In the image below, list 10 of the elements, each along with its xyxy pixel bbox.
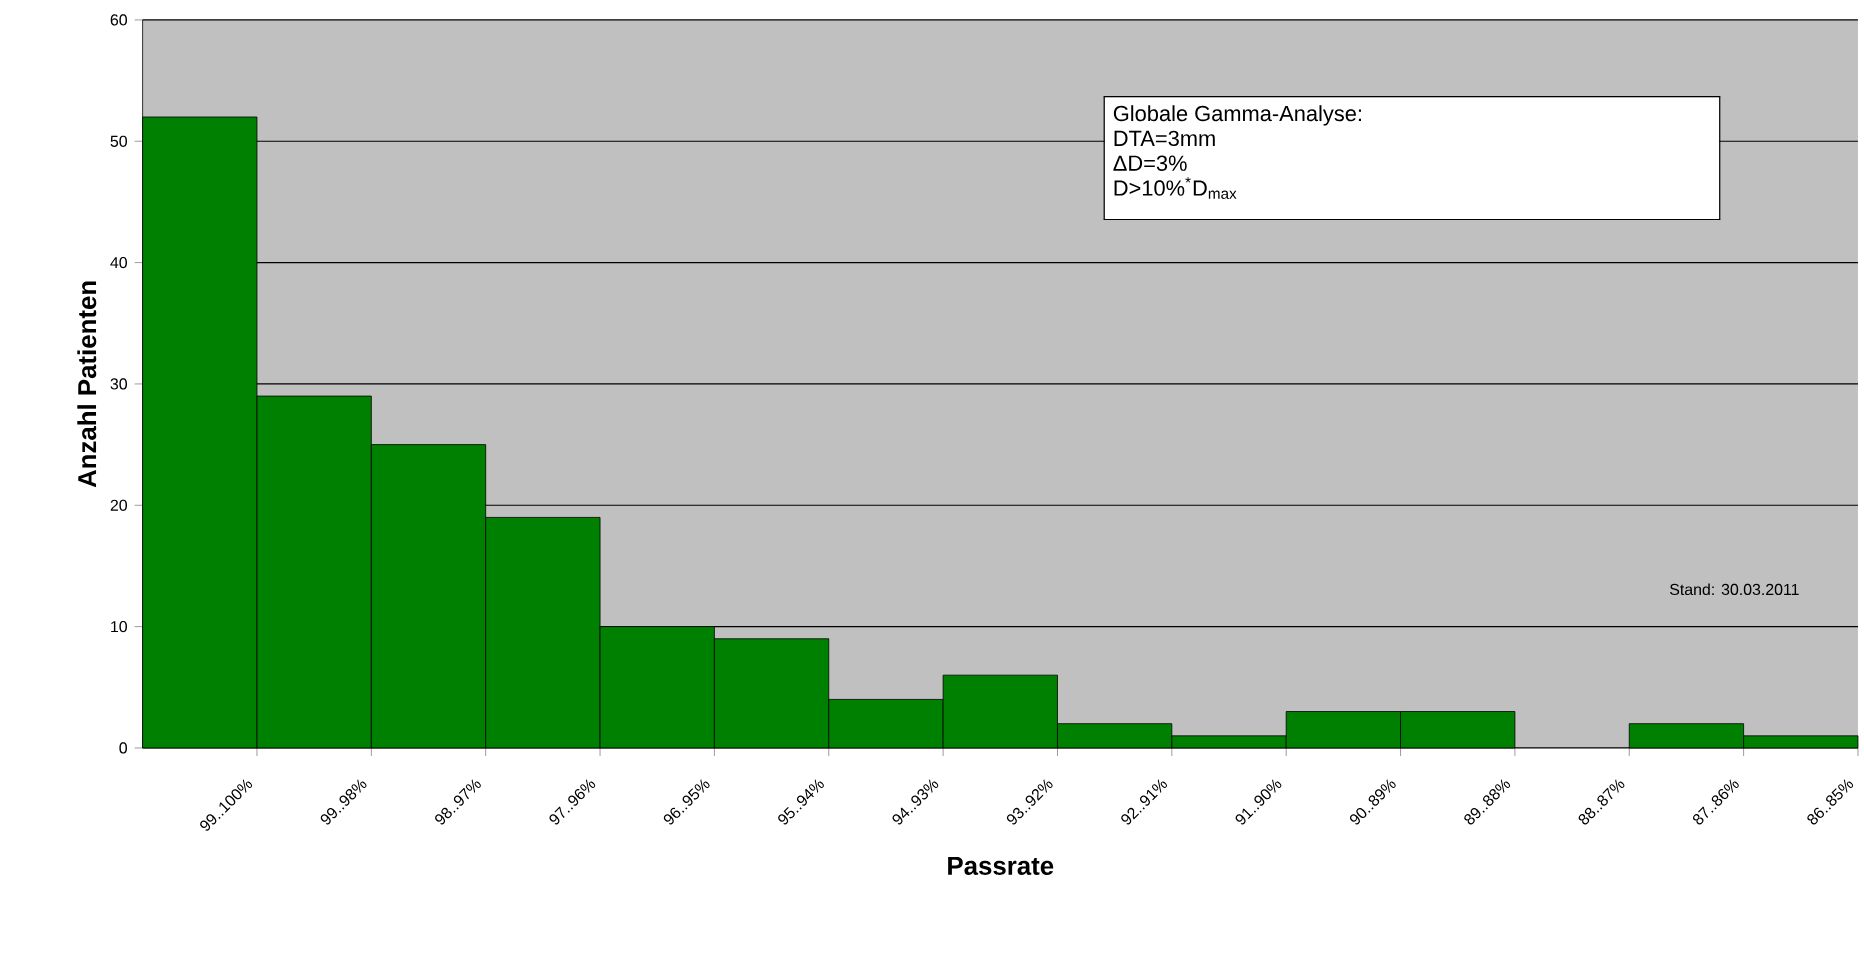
- x-axis-title: Passrate: [948, 856, 1054, 875]
- y-tick-label: 60: [110, 14, 127, 26]
- y-tick-label: 30: [110, 378, 127, 390]
- y-tick-label: 40: [110, 256, 127, 269]
- y-tick-label: 0: [119, 742, 127, 754]
- annotation: Stand: 30.03.2011: [1669, 583, 1799, 595]
- y-tick-label: 10: [111, 620, 127, 633]
- y-tick-label: 50: [110, 135, 127, 147]
- y-tick-label: 20: [110, 499, 127, 511]
- y-axis-title: Anzahl Patienten: [77, 281, 97, 488]
